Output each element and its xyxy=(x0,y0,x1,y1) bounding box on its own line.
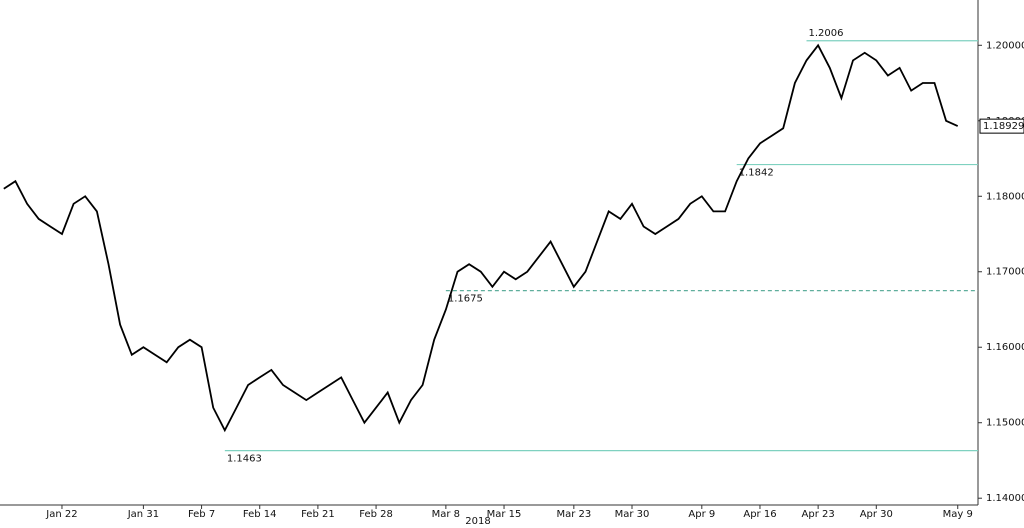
y-tick-label: 1.15000 xyxy=(986,418,1024,429)
x-tick-label: Jan 31 xyxy=(127,509,159,520)
level-label: 1.1842 xyxy=(739,168,774,179)
x-tick-label: Mar 15 xyxy=(487,509,522,520)
price-line xyxy=(3,43,959,433)
x-tick-label: Apr 30 xyxy=(860,509,893,520)
y-tick-label: 1.16000 xyxy=(986,342,1024,353)
y-tick-label: 1.18000 xyxy=(986,191,1024,202)
last-price-tag xyxy=(979,118,1024,134)
y-tick-label: 1.17000 xyxy=(986,267,1024,278)
level-label: 1.2006 xyxy=(809,28,844,39)
x-tick-label: Mar 8 xyxy=(432,509,460,520)
x-tick-label: Apr 9 xyxy=(688,509,715,520)
x-tick-label: Jan 22 xyxy=(45,509,77,520)
x-tick-label: May 9 xyxy=(943,509,973,520)
x-tick-label: Mar 30 xyxy=(615,509,650,520)
x-tick-label: Feb 7 xyxy=(188,509,215,520)
x-tick-label: Feb 21 xyxy=(301,509,335,520)
x-axis-label: 2018 xyxy=(465,516,490,527)
level-label: 1.1675 xyxy=(448,294,483,305)
x-tick-label: Feb 28 xyxy=(359,509,393,520)
y-tick-label: 1.20000 xyxy=(986,40,1024,51)
y-tick-label: 1.14000 xyxy=(986,493,1024,504)
x-tick-label: Apr 23 xyxy=(802,509,835,520)
x-tick-label: Feb 14 xyxy=(243,509,277,520)
level-label: 1.1463 xyxy=(227,454,262,465)
x-tick-label: Mar 23 xyxy=(556,509,591,520)
last-price-label: 1.18929 xyxy=(983,121,1024,132)
x-tick-label: Apr 16 xyxy=(743,509,776,520)
